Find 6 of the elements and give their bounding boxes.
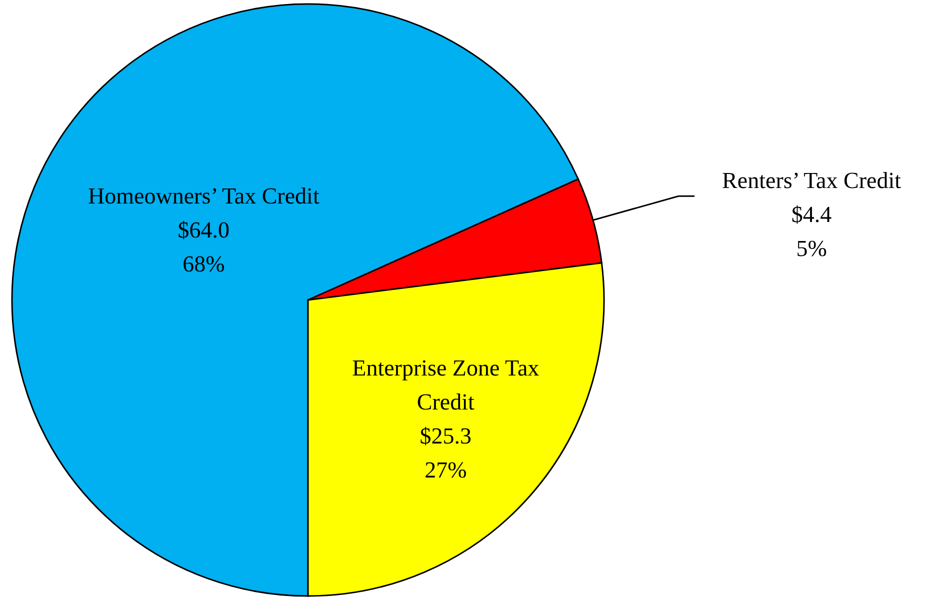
- legend-label: Renters’ Tax Credit: [722, 168, 902, 194]
- data-label: $4.4 5%: [791, 202, 832, 262]
- slice-label: Enterprise Zone Tax Credit: [352, 355, 540, 414]
- slice-label: Homeowners’ Tax Credit: [88, 183, 320, 208]
- data-label: $25.3 27%: [420, 423, 472, 482]
- data-label: $64.0 68%: [178, 217, 230, 276]
